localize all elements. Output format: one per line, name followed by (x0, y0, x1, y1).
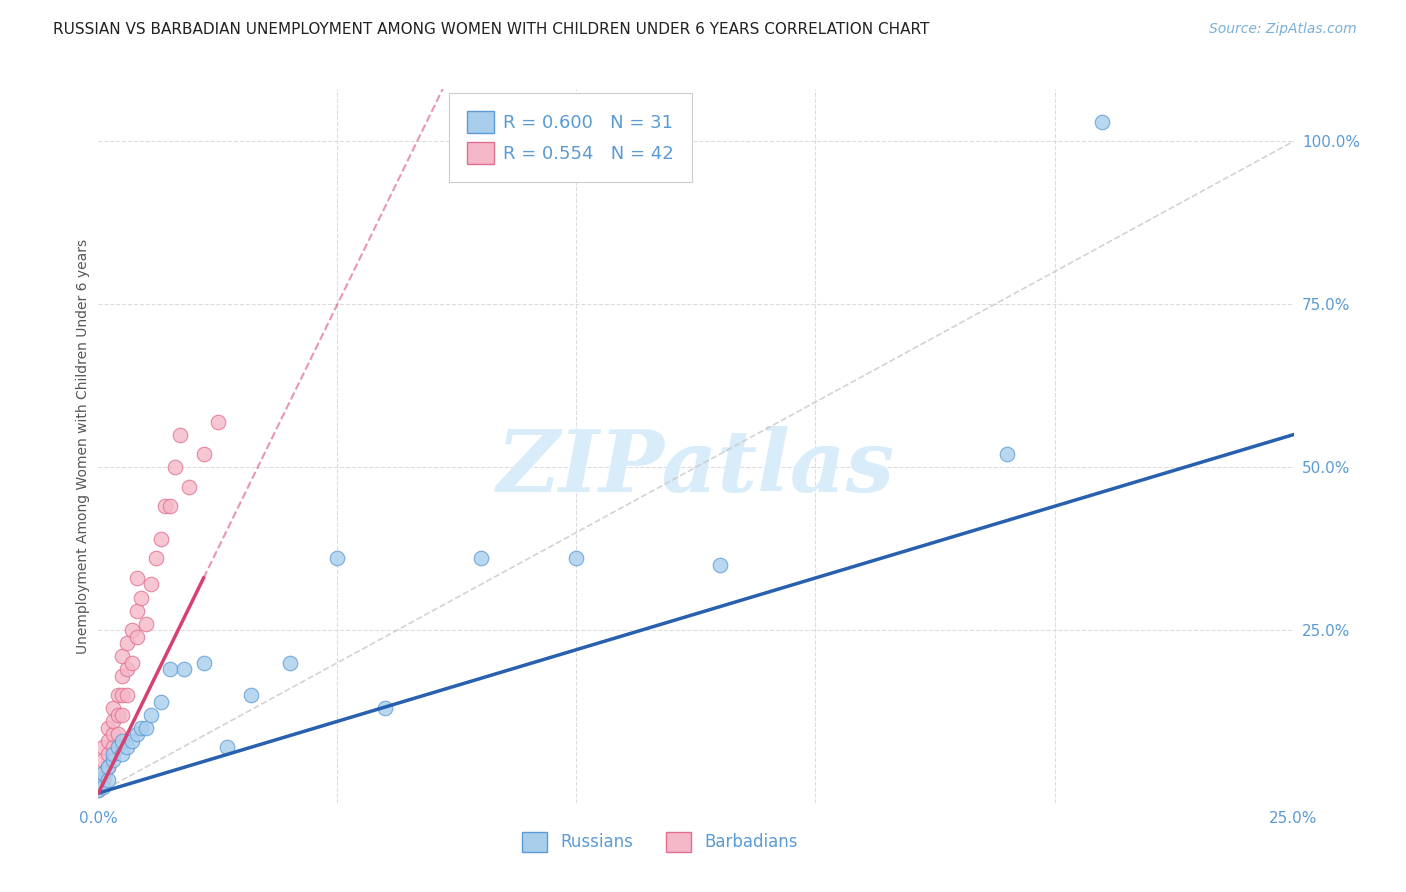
Point (107, 688, 129, 702)
Point (107, 707, 129, 722)
Point (115, 688, 138, 702)
Point (121, 734, 143, 748)
Point (131, 591, 153, 605)
Point (155, 500, 177, 514)
Point (101, 740, 124, 755)
Point (326, 551, 349, 566)
Point (111, 688, 134, 702)
Point (97, 772, 120, 787)
Point (87, 772, 110, 787)
Point (107, 727, 129, 741)
Point (374, 701, 396, 715)
Point (87, 770, 110, 784)
Point (91, 780, 114, 794)
Point (125, 727, 148, 741)
Legend: Russians, Barbadians: Russians, Barbadians (515, 825, 806, 859)
Point (115, 636, 138, 650)
Point (139, 577, 162, 591)
Point (121, 623, 143, 637)
Point (91, 772, 114, 787)
Point (145, 551, 167, 566)
Point (125, 571, 148, 585)
Point (159, 500, 181, 514)
Point (159, 662, 181, 676)
Point (709, 558, 731, 572)
Point (91, 766, 114, 780)
Point (111, 649, 134, 664)
Point (107, 740, 129, 755)
Point (87, 782, 110, 797)
Point (91, 766, 114, 780)
Point (139, 707, 162, 722)
Point (173, 662, 195, 676)
Point (101, 727, 124, 741)
Point (1091, 115, 1114, 129)
Point (163, 460, 186, 475)
Point (87, 776, 110, 790)
Point (97, 721, 120, 735)
Point (111, 707, 134, 722)
Point (101, 747, 124, 761)
Point (149, 532, 172, 546)
Point (470, 551, 492, 566)
Text: Source: ZipAtlas.com: Source: ZipAtlas.com (1209, 22, 1357, 37)
Point (87, 782, 110, 797)
Point (97, 760, 120, 774)
Point (111, 734, 134, 748)
Point (101, 714, 124, 729)
Y-axis label: Unemployment Among Women with Children Under 6 years: Unemployment Among Women with Children U… (76, 238, 90, 654)
Point (193, 656, 215, 670)
Point (207, 415, 229, 429)
Point (995, 447, 1018, 461)
Point (97, 760, 120, 774)
Point (125, 630, 148, 644)
Point (240, 688, 263, 702)
Point (115, 740, 138, 755)
Text: ZIPatlas: ZIPatlas (496, 425, 896, 509)
Point (135, 616, 157, 631)
Point (101, 701, 124, 715)
Point (97, 734, 120, 748)
Point (149, 695, 172, 709)
Point (169, 427, 191, 442)
Point (565, 551, 588, 566)
Point (135, 721, 157, 735)
Point (125, 603, 148, 617)
Point (193, 447, 215, 461)
Point (101, 754, 124, 768)
Point (121, 656, 143, 670)
Point (111, 747, 134, 761)
Point (115, 662, 138, 676)
Text: RUSSIAN VS BARBADIAN UNEMPLOYMENT AMONG WOMEN WITH CHILDREN UNDER 6 YEARS CORREL: RUSSIAN VS BARBADIAN UNEMPLOYMENT AMONG … (53, 22, 929, 37)
Point (91, 754, 114, 768)
Point (179, 480, 201, 494)
Point (278, 656, 301, 670)
Point (111, 669, 134, 683)
Point (217, 740, 239, 755)
Point (97, 747, 120, 761)
Point (131, 721, 153, 735)
Point (91, 740, 114, 755)
